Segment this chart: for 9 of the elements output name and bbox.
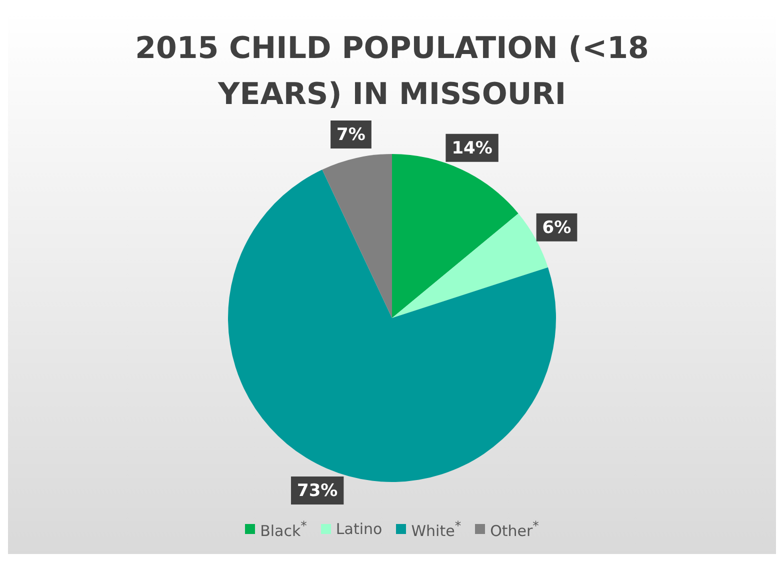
data-label: 7% <box>336 124 366 145</box>
legend-label: Latino <box>336 520 382 538</box>
data-label: 6% <box>542 218 572 238</box>
data-label: 73% <box>296 480 338 501</box>
legend-label: Other$^{*}$ <box>490 518 539 540</box>
legend-label: White$^{*}$ <box>411 518 462 540</box>
chart-title: 2015 CHILD POPULATION (<18 YEARS) IN MISSOURI <box>134 30 650 114</box>
legend-label: Black$^{*}$ <box>260 518 307 540</box>
data-label: 14% <box>452 138 492 158</box>
